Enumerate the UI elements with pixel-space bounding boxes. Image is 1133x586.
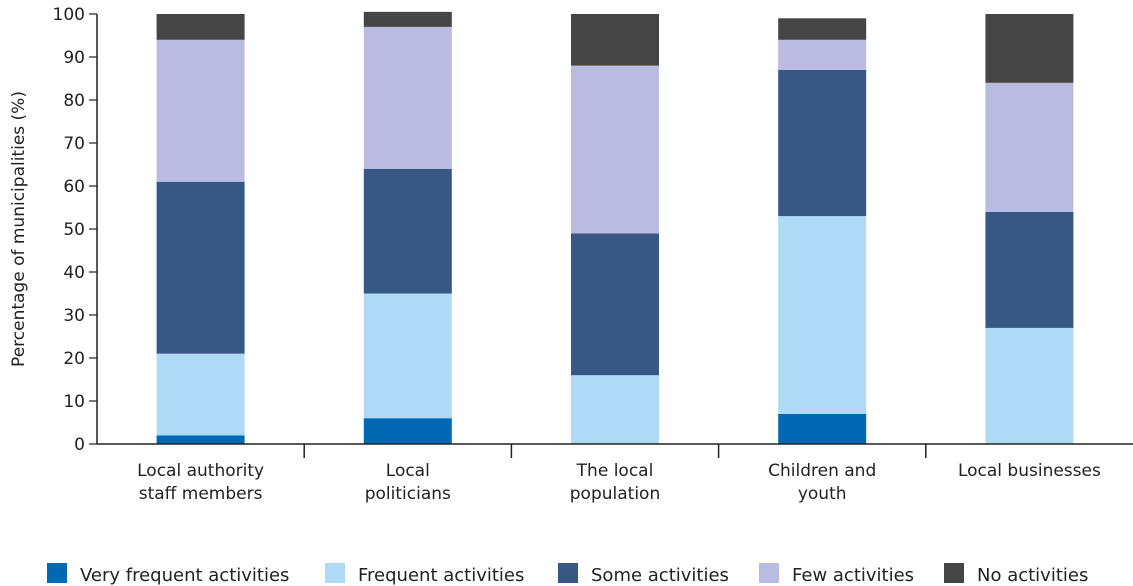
bar-segment [156,39,245,182]
x-category-label: Local businesses [958,461,1101,481]
bar-segment [985,211,1074,328]
y-tick-label: 20 [63,349,85,369]
y-tick-label: 100 [53,5,85,25]
bar-segment [156,435,245,444]
bars-group [156,11,1074,444]
bar-segment [778,69,867,217]
bar-segment [156,181,245,354]
x-axis: Local authority staff members Local politic… [97,443,1133,504]
legend-label: Frequent activities [358,565,524,586]
bar-segment [363,293,452,419]
legend-swatch [759,563,779,583]
bar-segment [156,14,245,40]
legend-label: Some activities [591,565,729,586]
legend-swatch [558,563,578,583]
y-tick-label: 0 [74,435,85,455]
legend: Very frequent activities Frequent activit… [47,563,1088,586]
y-axis-label: Percentage of municipalities (%) [9,91,29,367]
y-axis: 0 10 20 30 40 50 60 70 80 90 100 [53,5,98,455]
y-tick-label: 40 [63,263,85,283]
y-tick-label: 10 [63,392,85,412]
bar-segment [985,82,1074,212]
bar-segment [778,413,867,444]
legend-swatch [47,563,67,583]
bar-segment [985,327,1074,444]
x-category-label: Local authority staff members [137,461,264,504]
bar-segment [778,18,867,40]
x-category-label: The local population [570,461,660,504]
bar-segment [363,11,452,27]
bar-segment [778,39,867,70]
bar-segment [985,14,1074,83]
legend-swatch [944,563,964,583]
bar-segment [571,233,659,376]
x-category-label: Children and youth [768,461,876,504]
y-tick-label: 30 [63,306,85,326]
bar-segment [571,375,659,444]
bar-segment [363,168,452,294]
y-tick-label: 60 [63,177,85,197]
bar-segment [363,26,452,169]
y-tick-label: 90 [63,48,85,68]
y-tick-label: 70 [63,134,85,154]
x-category-label: Local politicians [365,461,451,504]
bar-segment [156,353,245,436]
bar-segment [571,65,659,234]
legend-label: Few activities [792,565,914,586]
bar-segment [778,216,867,414]
y-tick-label: 50 [63,220,85,240]
legend-swatch [325,563,345,583]
legend-label: Very frequent activities [80,565,289,586]
bar-segment [571,14,659,66]
legend-label: No activities [977,565,1088,586]
y-tick-label: 80 [63,91,85,111]
bar-segment [363,418,452,444]
